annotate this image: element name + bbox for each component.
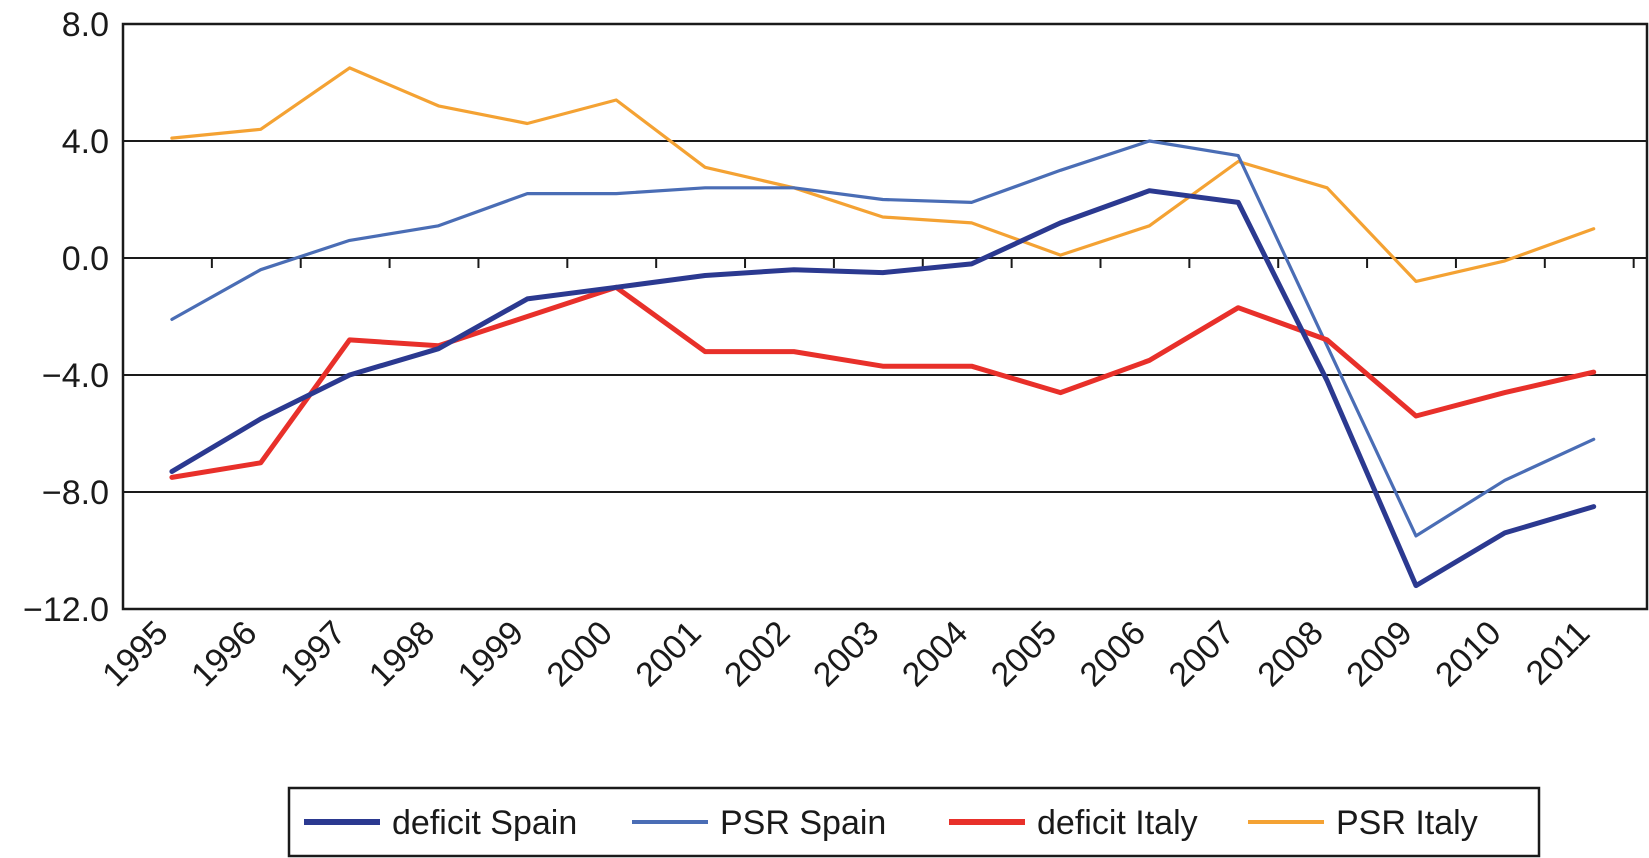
x-tick-label: 2009: [1339, 614, 1419, 694]
x-tick-label: 2008: [1250, 614, 1330, 694]
x-tick-label: 2007: [1162, 614, 1242, 694]
y-tick-label: −12.0: [23, 591, 109, 629]
legend-box: [287, 786, 1541, 858]
x-tick-label: 2004: [895, 614, 975, 694]
x-tick-label: 1999: [451, 614, 531, 694]
x-tick-label: 2001: [628, 614, 708, 694]
x-tick-label: 2000: [539, 614, 619, 694]
x-axis-tick-labels: 1995 1996 1997 1998 1999 2000 2001 2002 2003 2004…: [95, 614, 1597, 694]
grid-lines: [123, 140, 1647, 493]
x-tick-label: 2010: [1428, 614, 1508, 694]
y-tick-label: 0.0: [62, 240, 109, 278]
y-tick-label: −4.0: [42, 357, 109, 395]
legend-label: deficit Italy: [1037, 804, 1198, 842]
x-tick-label: 1996: [184, 614, 264, 694]
series-lines: [169, 66, 1597, 589]
series-line-psr-italy: [170, 66, 1596, 283]
x-tick-label: 1997: [273, 614, 353, 694]
series-line-psr-spain: [170, 139, 1596, 538]
x-tick-label: 2003: [806, 614, 886, 694]
legend-label: PSR Spain: [720, 804, 886, 842]
x-tick-label: 2005: [984, 614, 1064, 694]
x-tick-label: 2002: [717, 614, 797, 694]
legend: deficit Spain PSR Spain deficit Italy PSR I…: [287, 786, 1541, 858]
y-tick-label: −8.0: [42, 474, 109, 512]
y-tick-label: 4.0: [62, 123, 109, 161]
legend-label: PSR Italy: [1336, 804, 1478, 842]
plot-area-frame: [121, 22, 1649, 611]
legend-label: deficit Spain: [392, 804, 577, 842]
x-tick-label: 2011: [1519, 614, 1598, 693]
x-tick-label: 2006: [1073, 614, 1153, 694]
x-tick-label: 1998: [362, 614, 442, 694]
series-line-deficit-italy: [169, 284, 1597, 480]
series-line-deficit-spain: [169, 188, 1597, 589]
y-axis-tick-labels: 8.0 4.0 0.0 −4.0 −8.0 −12.0: [23, 6, 109, 629]
y-tick-label: 8.0: [62, 6, 109, 44]
